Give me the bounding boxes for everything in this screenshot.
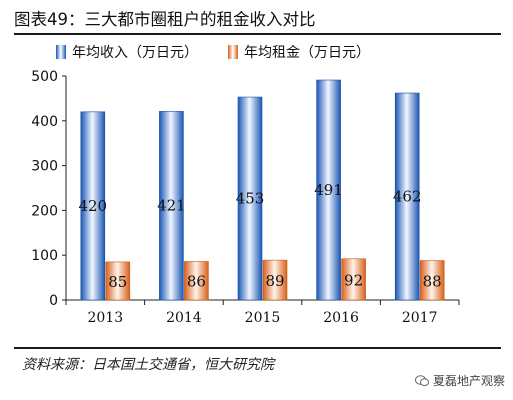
legend-swatch-rent (228, 45, 238, 59)
bar-income-2015 (237, 96, 263, 301)
x-tick-label: 2017 (402, 310, 438, 326)
legend-label-income: 年均收入（万日元） (72, 45, 198, 61)
title-rule (14, 33, 501, 35)
x-tick-label: 2014 (166, 310, 202, 326)
y-tick-label: 400 (31, 114, 58, 130)
y-tick-label: 100 (31, 248, 58, 264)
y-tick-label: 500 (31, 69, 58, 85)
x-tick-label: 2013 (87, 310, 123, 326)
bar-rent-2015 (262, 259, 288, 301)
wechat-icon (414, 374, 429, 386)
x-axis: 2013 2014 2015 2016 2017 (65, 299, 460, 326)
footer-rule (14, 347, 501, 349)
chart-title: 图表49：三大都市圈租户的租金收入对比 (14, 10, 316, 29)
x-tick-label: 2015 (245, 310, 281, 326)
legend-label-rent: 年均租金（万日元） (244, 45, 370, 61)
data-label-income-2013: 420 (78, 197, 107, 215)
data-label-income-2017: 462 (393, 188, 422, 206)
bar-income-2017 (394, 92, 420, 301)
watermark: 夏磊地产观察 (414, 372, 505, 389)
y-axis: 0 100 200 300 400 500 (31, 69, 67, 309)
watermark-text: 夏磊地产观察 (432, 374, 505, 388)
data-label-rent-2016: 92 (344, 271, 363, 289)
data-labels: 420 421 453 491 462 85 86 89 92 88 (78, 181, 441, 291)
legend-swatch-income (56, 45, 66, 59)
data-label-rent-2013: 85 (108, 273, 127, 291)
bar-income-2013 (80, 111, 106, 301)
y-tick-label: 300 (31, 159, 58, 175)
data-label-rent-2015: 89 (265, 272, 284, 290)
data-label-rent-2017: 88 (423, 272, 442, 290)
data-label-income-2016: 491 (314, 181, 343, 199)
y-tick-label: 0 (49, 293, 58, 309)
source-note: 资料来源：日本国土交通省，恒大研究院 (22, 357, 274, 373)
bars (80, 79, 445, 301)
data-label-rent-2014: 86 (187, 273, 206, 291)
bar-income-2016 (316, 79, 341, 301)
x-tick-label: 2016 (323, 310, 359, 326)
bar-rent-2013 (105, 261, 131, 301)
legend-item-rent: 年均租金（万日元） (228, 42, 370, 62)
bar-rent-2014 (184, 261, 209, 301)
y-tick-label: 200 (31, 203, 58, 219)
legend: 年均收入（万日元） 年均租金（万日元） (56, 42, 370, 62)
bar-rent-2016 (341, 258, 366, 301)
legend-item-income: 年均收入（万日元） (56, 42, 198, 62)
data-label-income-2015: 453 (236, 190, 265, 208)
data-label-income-2014: 421 (157, 197, 186, 215)
bar-income-2014 (159, 111, 184, 301)
bar-rent-2017 (419, 260, 445, 301)
